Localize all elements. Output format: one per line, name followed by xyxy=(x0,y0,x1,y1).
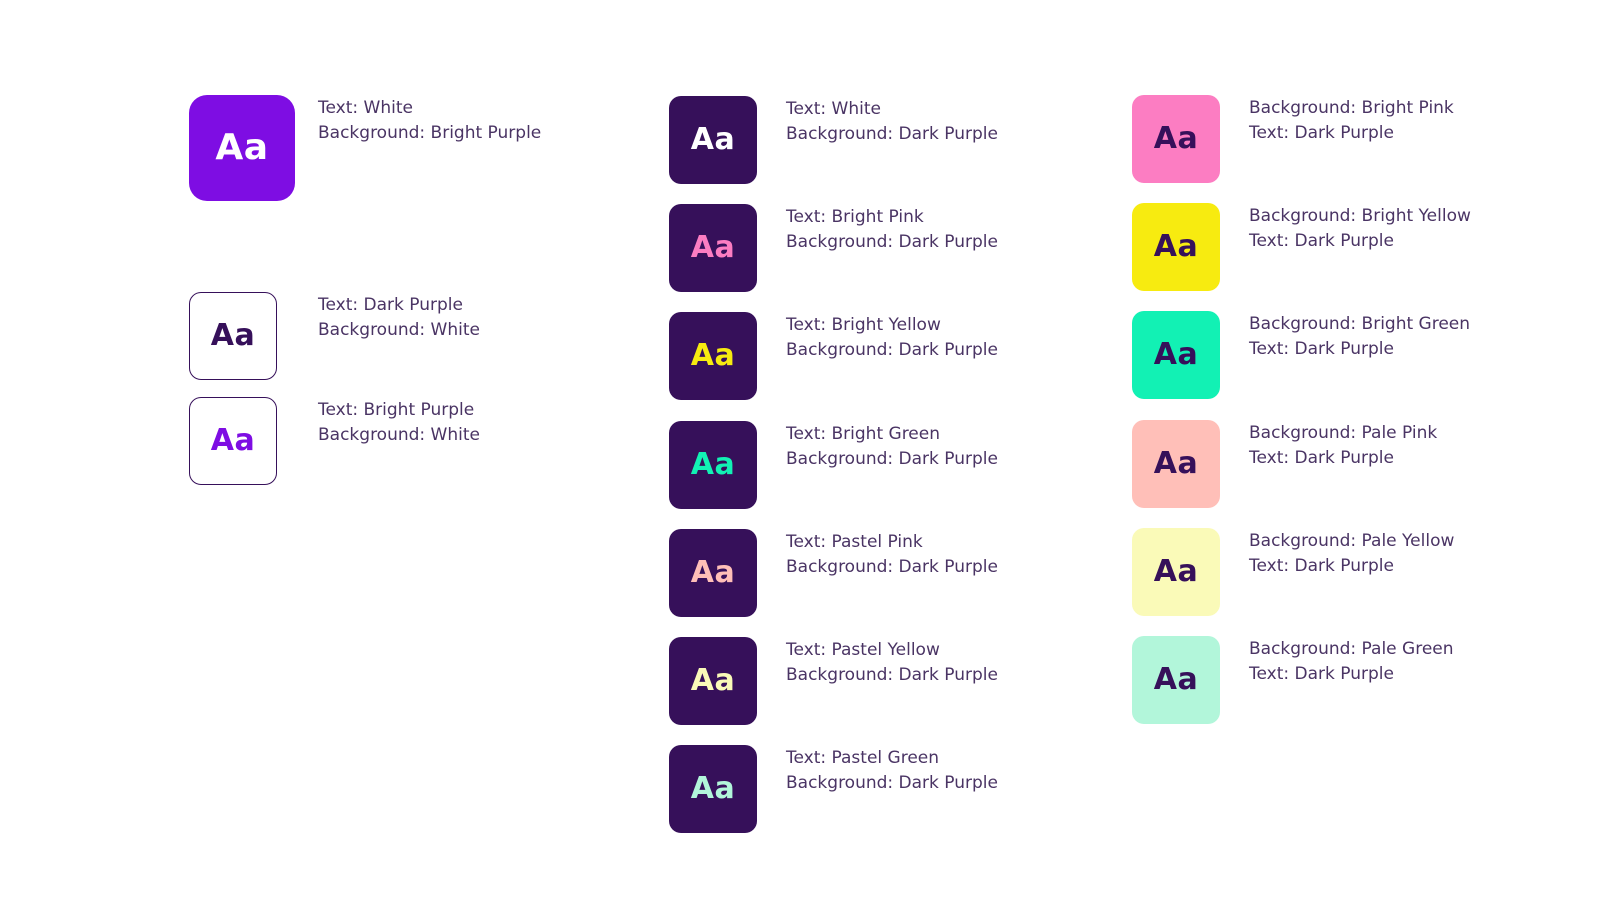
combo-label-line2: Text: Dark Purple xyxy=(1249,123,1394,143)
combo-label: Text: Bright Yellow Background: Dark Pur… xyxy=(786,313,998,363)
color-swatch-text-on-white-and-bright-purple-0: Aa xyxy=(189,95,295,201)
combo-label-line2: Background: White xyxy=(318,320,480,340)
combo-label: Background: Bright Green Text: Dark Purp… xyxy=(1249,312,1470,362)
combo-label: Text: Pastel Yellow Background: Dark Pur… xyxy=(786,638,998,688)
color-swatch-text-on-dark-purple-1: Aa xyxy=(669,204,757,292)
combo-label-line2: Text: Dark Purple xyxy=(1249,556,1394,576)
combo-label-line2: Background: Dark Purple xyxy=(786,124,998,144)
combo-label-line2: Text: Dark Purple xyxy=(1249,664,1394,684)
combo-label-line1: Text: Dark Purple xyxy=(318,295,463,315)
combo-label: Text: Bright Purple Background: White xyxy=(318,398,480,448)
combo-label: Text: White Background: Bright Purple xyxy=(318,96,541,146)
combo-label-line1: Background: Bright Pink xyxy=(1249,98,1454,118)
combo-label: Text: Bright Pink Background: Dark Purpl… xyxy=(786,205,998,255)
swatch-sample-text: Aa xyxy=(690,555,736,590)
combo-label-line2: Text: Dark Purple xyxy=(1249,339,1394,359)
combo-label-line2: Background: Dark Purple xyxy=(786,773,998,793)
combo-label-line1: Text: Bright Green xyxy=(786,424,941,444)
color-swatch-text-on-dark-purple-3: Aa xyxy=(669,421,757,509)
color-swatch-dark-purple-text-on-color-1: Aa xyxy=(1132,203,1220,291)
swatch-sample-text: Aa xyxy=(1153,229,1199,264)
color-swatch-text-on-dark-purple-2: Aa xyxy=(669,312,757,400)
combo-label-line1: Background: Pale Pink xyxy=(1249,423,1438,443)
combo-label: Text: Dark Purple Background: White xyxy=(318,293,480,343)
combo-label-line1: Text: Pastel Yellow xyxy=(786,640,940,660)
swatch-sample-text: Aa xyxy=(1153,554,1199,589)
combo-label: Background: Bright Yellow Text: Dark Pur… xyxy=(1249,204,1471,254)
combo-label-line2: Background: Dark Purple xyxy=(786,449,998,469)
combo-label-line1: Text: Bright Pink xyxy=(786,207,924,227)
combo-label-line1: Text: White xyxy=(786,99,881,119)
color-swatch-dark-purple-text-on-color-2: Aa xyxy=(1132,311,1220,399)
swatch-sample-text: Aa xyxy=(210,423,256,458)
combo-label: Background: Pale Pink Text: Dark Purple xyxy=(1249,421,1437,471)
swatch-sample-text: Aa xyxy=(1153,121,1199,156)
combo-label-line1: Text: White xyxy=(318,98,413,118)
swatch-sample-text: Aa xyxy=(690,447,736,482)
color-swatch-dark-purple-text-on-color-3: Aa xyxy=(1132,420,1220,508)
swatch-sample-text: Aa xyxy=(690,771,736,806)
combo-label-line1: Background: Bright Green xyxy=(1249,314,1471,334)
swatch-sample-text: Aa xyxy=(1153,446,1199,481)
combo-label-line1: Background: Pale Green xyxy=(1249,639,1454,659)
swatch-sample-text: Aa xyxy=(690,230,736,265)
swatch-sample-text: Aa xyxy=(690,338,736,373)
combo-label: Text: Bright Green Background: Dark Purp… xyxy=(786,422,998,472)
swatch-sample-text: Aa xyxy=(690,663,736,698)
combo-label-line1: Text: Bright Purple xyxy=(318,400,475,420)
combo-label: Text: White Background: Dark Purple xyxy=(786,97,998,147)
combo-label: Text: Pastel Pink Background: Dark Purpl… xyxy=(786,530,998,580)
combo-label-line1: Background: Pale Yellow xyxy=(1249,531,1455,551)
combo-label-line1: Text: Pastel Green xyxy=(786,748,940,768)
color-swatch-text-on-dark-purple-4: Aa xyxy=(669,529,757,617)
color-swatch-text-on-white-and-bright-purple-2: Aa xyxy=(189,397,277,485)
swatch-sample-text: Aa xyxy=(690,122,736,157)
color-swatch-text-on-white-and-bright-purple-1: Aa xyxy=(189,292,277,380)
color-swatch-dark-purple-text-on-color-5: Aa xyxy=(1132,636,1220,724)
color-swatch-text-on-dark-purple-5: Aa xyxy=(669,637,757,725)
combo-label-line2: Background: Dark Purple xyxy=(786,340,998,360)
combo-label: Text: Pastel Green Background: Dark Purp… xyxy=(786,746,998,796)
color-swatch-dark-purple-text-on-color-0: Aa xyxy=(1132,95,1220,183)
combo-label-line2: Background: Dark Purple xyxy=(786,665,998,685)
combo-label-line1: Text: Bright Yellow xyxy=(786,315,941,335)
combo-label-line1: Text: Pastel Pink xyxy=(786,532,923,552)
swatch-sample-text: Aa xyxy=(1153,337,1199,372)
swatch-sample-text: Aa xyxy=(1153,662,1199,697)
combo-label-line2: Text: Dark Purple xyxy=(1249,448,1394,468)
color-swatch-text-on-dark-purple-0: Aa xyxy=(669,96,757,184)
color-swatch-dark-purple-text-on-color-4: Aa xyxy=(1132,528,1220,616)
swatch-sample-text: Aa xyxy=(210,318,256,353)
combo-label: Background: Bright Pink Text: Dark Purpl… xyxy=(1249,96,1454,146)
combo-label-line2: Background: Dark Purple xyxy=(786,557,998,577)
combo-label-line2: Background: White xyxy=(318,425,480,445)
combo-label-line2: Background: Bright Purple xyxy=(318,123,542,143)
swatch-sample-text: Aa xyxy=(215,127,269,168)
combo-label-line2: Background: Dark Purple xyxy=(786,232,998,252)
combo-label: Background: Pale Yellow Text: Dark Purpl… xyxy=(1249,529,1454,579)
combo-label-line2: Text: Dark Purple xyxy=(1249,231,1394,251)
combo-label-line1: Background: Bright Yellow xyxy=(1249,206,1471,226)
color-swatch-text-on-dark-purple-6: Aa xyxy=(669,745,757,833)
combo-label: Background: Pale Green Text: Dark Purple xyxy=(1249,637,1454,687)
